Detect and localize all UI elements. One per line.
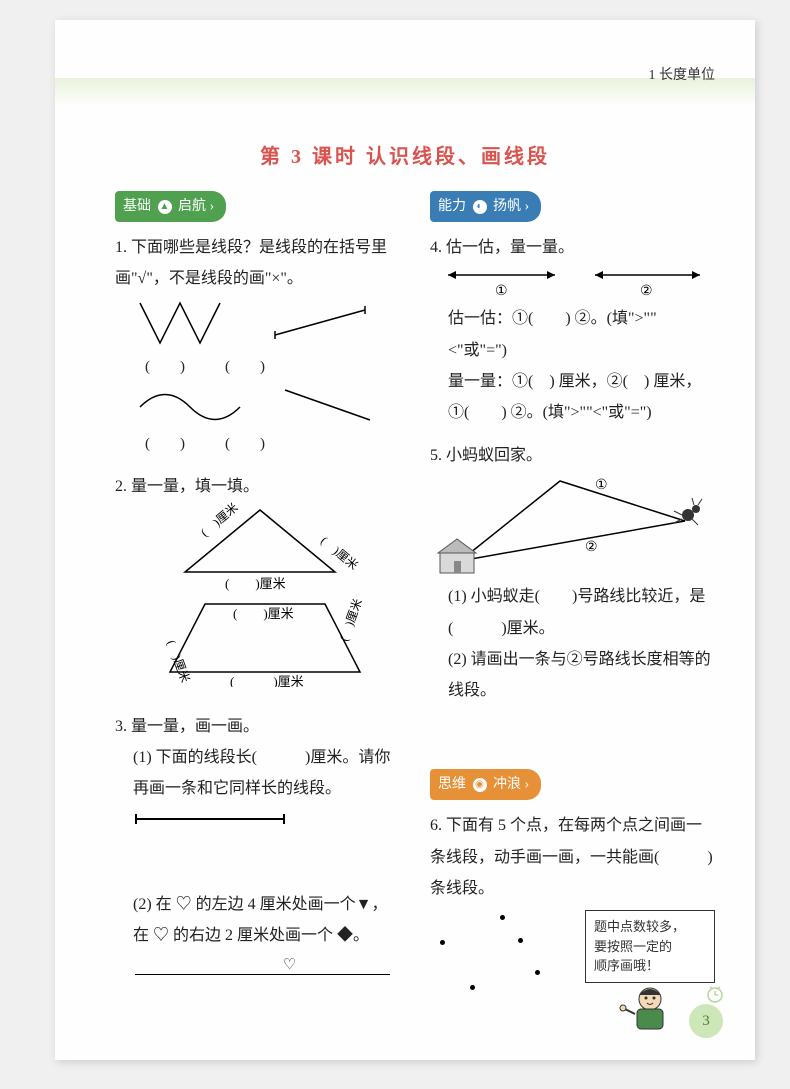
badge-arrow: › <box>525 777 530 792</box>
q1-paren-row-1: ( ) ( ) <box>115 353 400 382</box>
q1-paren-row-2: ( ) ( ) <box>115 430 400 459</box>
q5-sub1: (1) 小蚂蚁走( )号路线比较近，是( )厘米。 <box>430 581 715 643</box>
question-3: 3. 量一量，画一画。 (1) 下面的线段长( )厘米。请你再画一条和它同样长的… <box>115 711 400 976</box>
q5-num: 5. <box>430 447 442 464</box>
q4-line-b: 量一量：①( ) 厘米，②( ) 厘米， <box>430 366 715 397</box>
tip-line-1: 题中点数较多， <box>594 917 706 937</box>
badge-basic: 基础 ▲ 启航 › <box>115 191 226 222</box>
tip-line-3: 顺序画哦！ <box>594 956 706 976</box>
q4-arrows: ① ② <box>440 263 710 303</box>
badge-basic-suffix: 启航 <box>178 199 206 214</box>
q6-row: 题中点数较多， 要按照一定的 顺序画哦！ <box>430 910 715 1042</box>
tip-line-2: 要按照一定的 <box>594 937 706 957</box>
teacher-icon <box>615 981 685 1031</box>
q4-line-a: 估一估：①( ) ②。(填">""<"或"=") <box>430 303 715 365</box>
q3-draw-area <box>115 834 400 889</box>
chapter-label: 1 长度单位 <box>649 64 716 84</box>
svg-text:①: ① <box>495 284 508 299</box>
question-6: 6. 下面有 5 个点，在每两个点之间画一条线段，动手画一画，一共能画( )条线… <box>430 810 715 1041</box>
q4-text: 估一估，量一量。 <box>446 239 574 256</box>
badge-icon: ◐ <box>473 200 487 214</box>
left-column: 基础 ▲ 启航 › 1. 下面哪些是线段？是线段的在括号里画"√"，不是线段的画… <box>115 190 400 1054</box>
q2-svg: ( )厘米 ( )厘米 ( )厘米 ( )厘米 ( )厘米 ( )厘米 ( )厘… <box>125 502 395 687</box>
q1-paren-1: ( ) <box>145 353 185 382</box>
q6-dots <box>430 910 575 995</box>
q3-sub2: (2) 在 ♡ 的左边 4 厘米处画一个▼，在 ♡ 的右边 2 厘米处画一个 ◆… <box>115 889 400 951</box>
lesson-title: 第 3 课时 认识线段、画线段 <box>55 140 755 169</box>
workbook-page: 1 长度单位 第 3 课时 认识线段、画线段 基础 ▲ 启航 › 1. 下面哪些… <box>55 20 755 1060</box>
question-2: 2. 量一量，填一填。 ( )厘米 ( )厘米 ( )厘米 ( )厘米 ( )厘… <box>115 471 400 698</box>
q1-text: 下面哪些是线段？是线段的在括号里画"√"，不是线段的画"×"。 <box>115 239 387 287</box>
dot <box>440 940 445 945</box>
content-area: 基础 ▲ 启航 › 1. 下面哪些是线段？是线段的在括号里画"√"，不是线段的画… <box>115 190 715 1054</box>
badge-icon: ◉ <box>473 778 487 792</box>
q2-text: 量一量，填一填。 <box>131 478 259 495</box>
q5-text: 小蚂蚁回家。 <box>446 447 542 464</box>
badge-thinking: 思维 ◉ 冲浪 › <box>430 769 541 800</box>
heart-icon: ♡ <box>283 951 296 980</box>
q1-paren-2: ( ) <box>225 353 265 382</box>
badge-ability: 能力 ◐ 扬帆 › <box>430 191 541 222</box>
q4-line-c: ①( ) ②。(填">""<"或"=") <box>430 397 715 428</box>
q1-paren-3: ( ) <box>145 430 185 459</box>
q1-shapes <box>135 295 395 353</box>
svg-text:( )厘米: ( )厘米 <box>318 534 361 573</box>
dot <box>535 970 540 975</box>
q3-sub1: (1) 下面的线段长( )厘米。请你再画一条和它同样长的线段。 <box>115 742 400 804</box>
badge-icon: ▲ <box>158 200 172 214</box>
svg-text:( )厘米: ( )厘米 <box>230 674 304 687</box>
svg-text:( )厘米: ( )厘米 <box>337 597 365 643</box>
q1-paren-4: ( ) <box>225 430 265 459</box>
dot <box>500 915 505 920</box>
badge-thinking-suffix: 冲浪 <box>493 777 521 792</box>
svg-text:①: ① <box>595 478 608 493</box>
badge-thinking-prefix: 思维 <box>438 777 466 792</box>
svg-text:②: ② <box>640 284 653 299</box>
q3-text: 量一量，画一画。 <box>131 718 259 735</box>
q3-line-segment <box>135 818 285 820</box>
q6-num: 6. <box>430 817 442 834</box>
tip-box: 题中点数较多， 要按照一定的 顺序画哦！ <box>585 910 715 983</box>
q2-figure: ( )厘米 ( )厘米 ( )厘米 ( )厘米 ( )厘米 ( )厘米 ( )厘… <box>125 502 400 698</box>
q6-text: 下面有 5 个点，在每两个点之间画一条线段，动手画一画，一共能画( )条线段。 <box>430 817 713 896</box>
svg-text:( )厘米: ( )厘米 <box>225 576 286 591</box>
dot <box>470 985 475 990</box>
page-number: 3 <box>689 1004 723 1038</box>
svg-text:( )厘米: ( )厘米 <box>233 606 294 621</box>
q1-shapes-2 <box>135 382 395 430</box>
badge-basic-prefix: 基础 <box>123 199 151 214</box>
q3-num: 3. <box>115 718 127 735</box>
badge-arrow: › <box>210 199 215 214</box>
q5-draw-area <box>430 706 715 756</box>
q3-heart-line: ♡ <box>135 965 390 975</box>
svg-text:( )厘米: ( )厘米 <box>164 639 192 685</box>
badge-ability-suffix: 扬帆 <box>493 199 521 214</box>
q5-figure: ① ② <box>430 471 705 581</box>
dot <box>518 938 523 943</box>
badge-ability-prefix: 能力 <box>438 199 466 214</box>
q1-num: 1. <box>115 239 127 256</box>
right-column: 能力 ◐ 扬帆 › 4. 估一估，量一量。 ① ② <box>430 190 715 1054</box>
q4-num: 4. <box>430 239 442 256</box>
question-4: 4. 估一估，量一量。 ① ② 估一估：①( ) ②。(填">""<"或"=")… <box>430 232 715 428</box>
svg-text:②: ② <box>585 540 598 555</box>
question-5: 5. 小蚂蚁回家。 ① ② <box>430 440 715 756</box>
badge-arrow: › <box>525 199 530 214</box>
q2-num: 2. <box>115 478 127 495</box>
svg-text:( )厘米: ( )厘米 <box>198 502 241 539</box>
question-1: 1. 下面哪些是线段？是线段的在括号里画"√"，不是线段的画"×"。 ( ) (… <box>115 232 400 459</box>
clock-icon <box>705 984 725 1004</box>
q5-sub2: (2) 请画出一条与②号路线长度相等的线段。 <box>430 644 715 706</box>
